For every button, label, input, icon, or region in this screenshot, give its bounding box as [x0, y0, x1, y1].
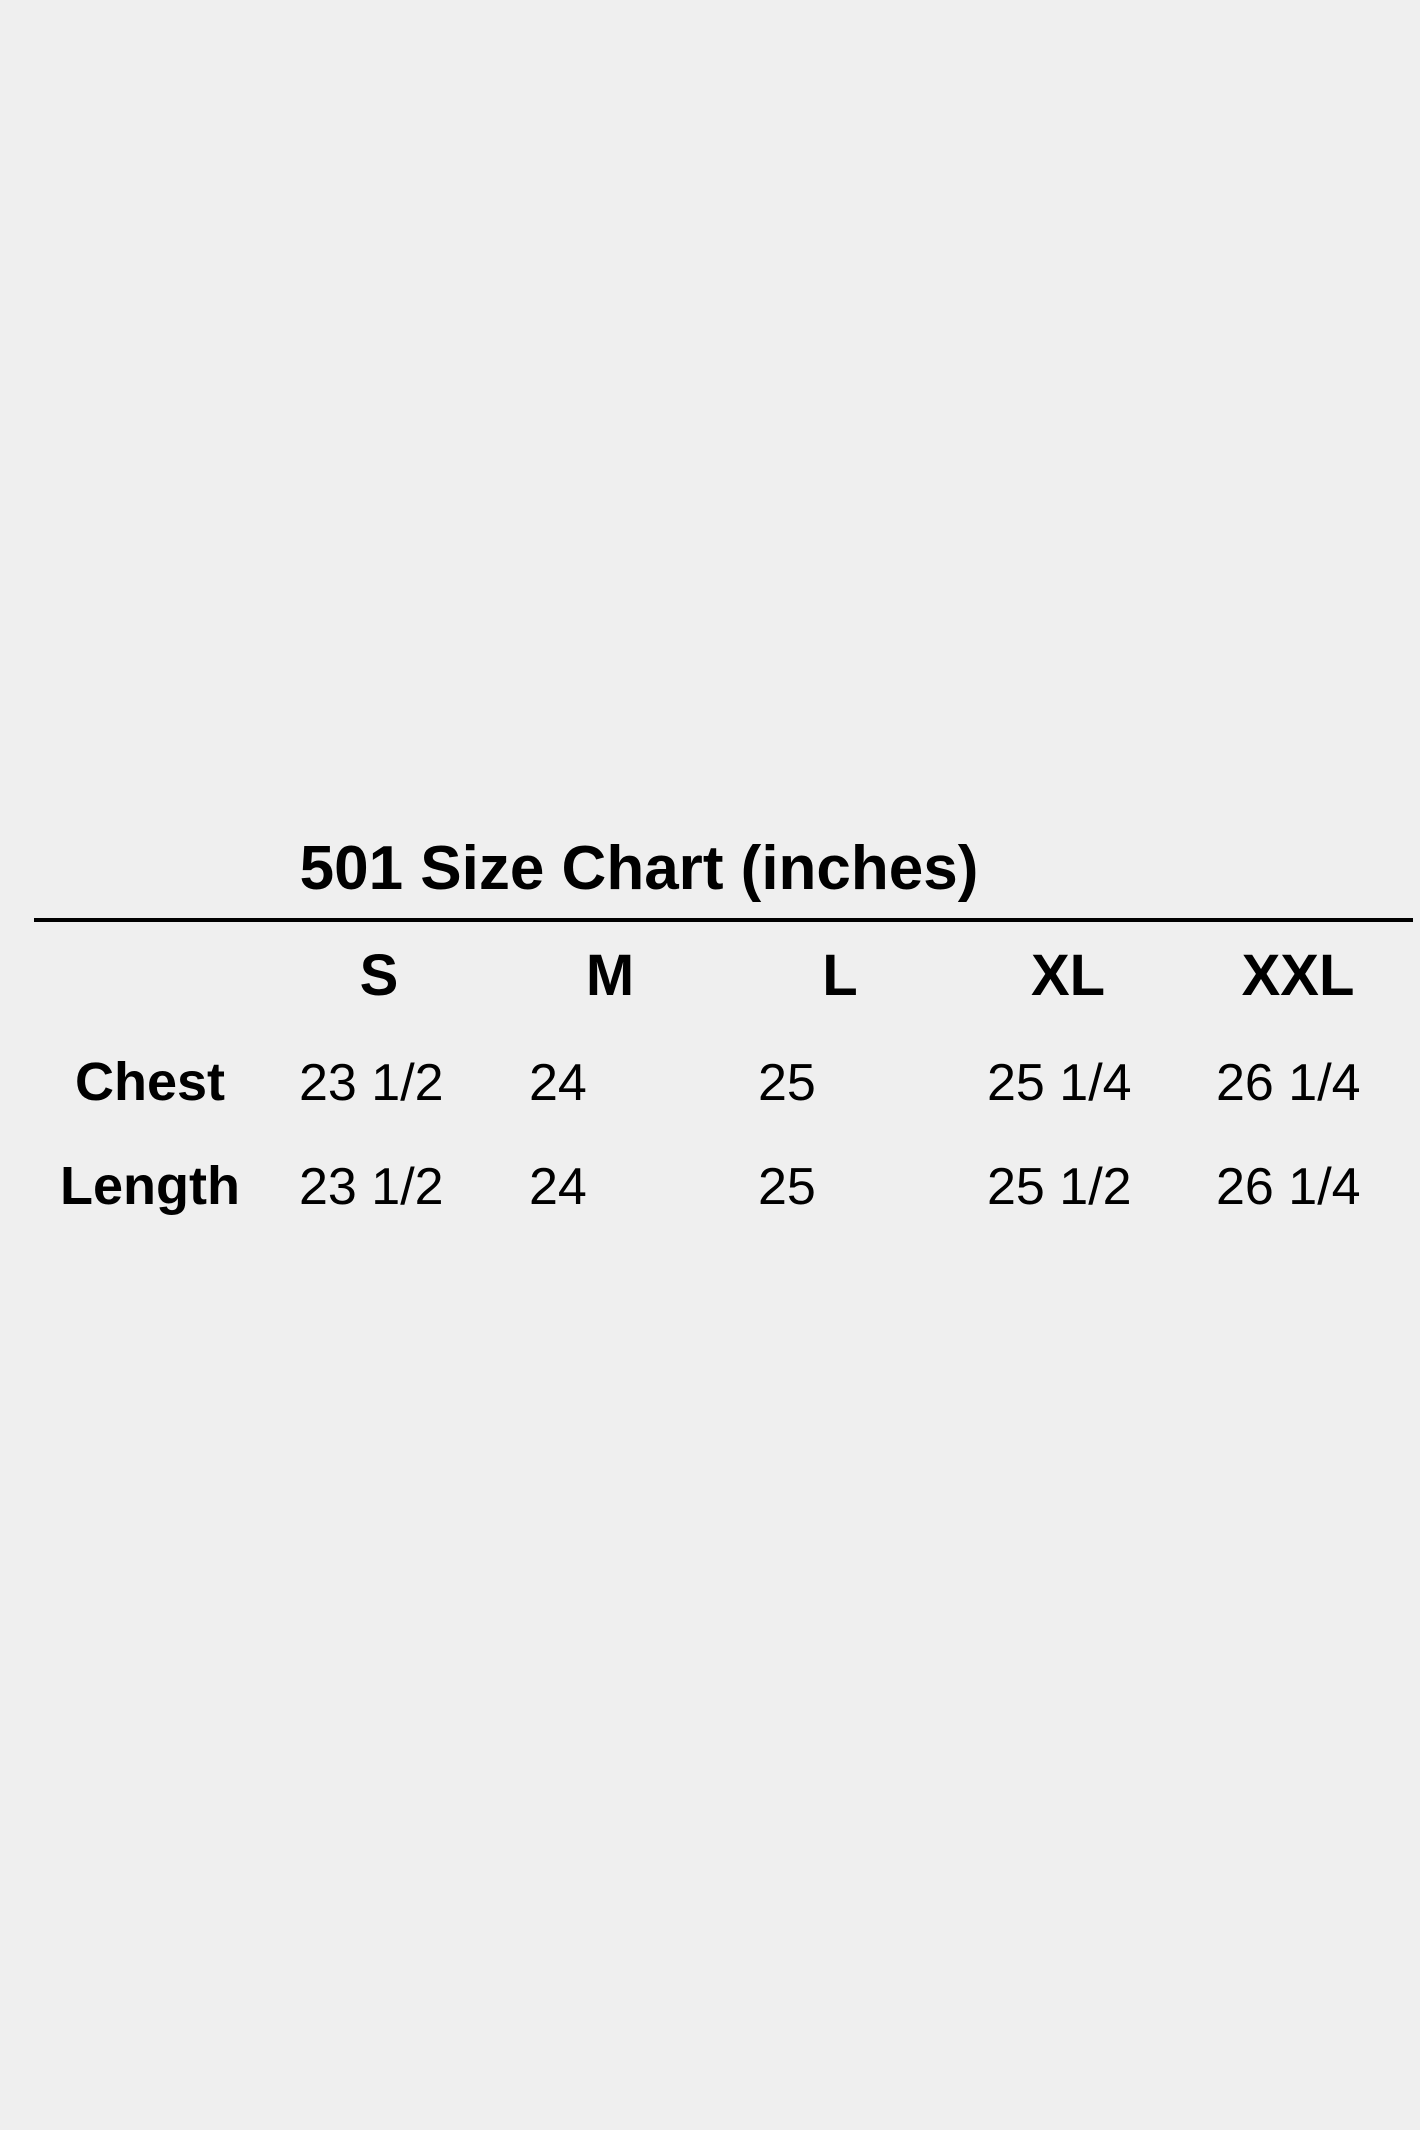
row-label: Chest	[74, 1052, 226, 1112]
table-cell: 25	[758, 1054, 816, 1112]
chart-title: 501 Size Chart (inches)	[299, 834, 979, 903]
table-cell: 25 1/2	[987, 1158, 1132, 1216]
table-cell: 23 1/2	[299, 1054, 444, 1112]
table-cell: 24	[529, 1158, 587, 1216]
row-label: Length	[60, 1156, 240, 1216]
column-header: XL	[1030, 943, 1106, 1008]
column-header: S	[359, 943, 399, 1008]
table-cell: 26 1/4	[1216, 1054, 1361, 1112]
table-cell: 23 1/2	[299, 1158, 444, 1216]
column-header: M	[585, 943, 635, 1008]
table-cell: 24	[529, 1054, 587, 1112]
column-header: XXL	[1241, 943, 1355, 1008]
table-cell: 26 1/4	[1216, 1158, 1361, 1216]
header-rule	[34, 918, 1413, 922]
table-cell: 25 1/4	[987, 1054, 1132, 1112]
column-header: L	[822, 943, 858, 1008]
table-cell: 25	[758, 1158, 816, 1216]
